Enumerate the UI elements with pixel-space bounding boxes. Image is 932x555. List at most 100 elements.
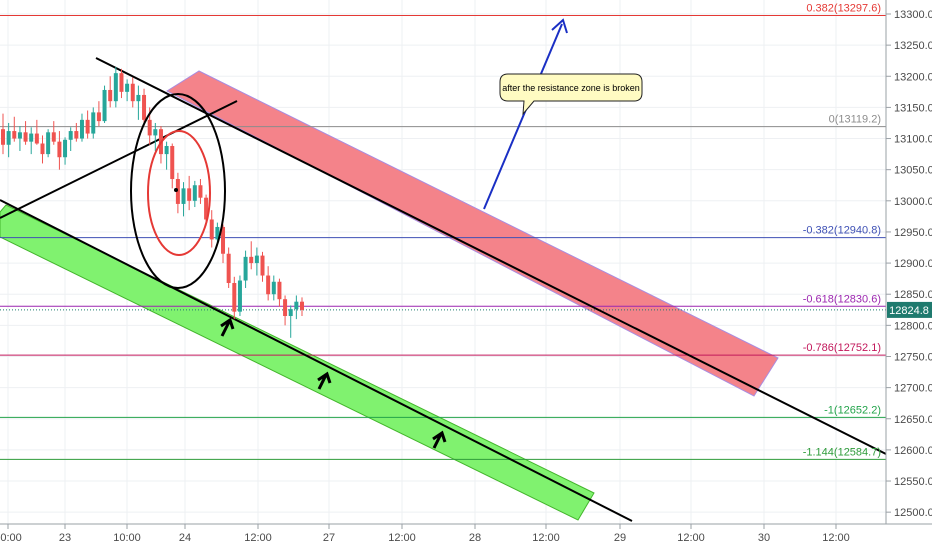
candle[interactable] (187, 175, 192, 211)
fib-levels (0, 14, 886, 460)
candle[interactable] (142, 88, 147, 127)
fib-labels: 0.382(13297.6) 0(13119.2) -0.382(12940.8) -… (803, 2, 881, 458)
candle[interactable] (215, 222, 220, 245)
resistance-zone[interactable] (165, 70, 779, 397)
breakout-arrow-line[interactable] (483, 23, 563, 210)
annotation-callout[interactable]: after the resistance zone is broken (499, 73, 643, 116)
arrow-icon (432, 430, 447, 449)
candle-body (254, 255, 259, 264)
candle[interactable] (237, 275, 242, 317)
candle[interactable] (243, 250, 248, 288)
candle-body (187, 188, 192, 201)
candle[interactable] (68, 127, 73, 151)
candle[interactable] (277, 278, 282, 307)
red-ellipse[interactable] (147, 130, 211, 256)
candle[interactable] (209, 210, 214, 248)
candle[interactable] (300, 297, 304, 317)
candle-body (68, 131, 73, 140)
candle[interactable] (102, 85, 107, 123)
candle[interactable] (198, 179, 203, 204)
candle[interactable] (294, 295, 299, 320)
candle[interactable] (40, 135, 45, 164)
candle[interactable] (91, 107, 96, 139)
candle[interactable] (23, 121, 28, 145)
candle[interactable] (181, 182, 186, 217)
candle[interactable] (153, 122, 158, 151)
candle-body (300, 301, 304, 310)
candle[interactable] (283, 295, 288, 326)
candle[interactable] (57, 131, 62, 170)
candle[interactable] (192, 180, 197, 208)
candle[interactable] (175, 172, 180, 214)
candles (1, 66, 304, 338)
price-tick-label: 12500.0 (894, 507, 932, 519)
candle[interactable] (74, 122, 79, 142)
candle[interactable] (63, 137, 68, 165)
candle[interactable] (130, 77, 135, 108)
candle[interactable] (85, 110, 90, 139)
candle[interactable] (221, 224, 226, 264)
candle[interactable] (164, 141, 169, 170)
candle[interactable] (119, 68, 124, 99)
candle[interactable] (271, 275, 276, 301)
candle[interactable] (51, 121, 56, 145)
candle-body (1, 129, 5, 145)
candle[interactable] (79, 113, 84, 142)
candle[interactable] (254, 247, 259, 276)
price-tick-label: 12700.0 (894, 383, 932, 395)
candle[interactable] (288, 305, 293, 338)
candle-body (29, 133, 34, 142)
candle-body (102, 89, 107, 122)
time-tick-label: 27 (323, 532, 335, 544)
fib-level-label: -0.382(12940.8) (803, 225, 881, 237)
candle-body (283, 299, 288, 317)
fib-level-label: -0.786(12752.1) (803, 342, 881, 354)
candle-body (119, 73, 124, 92)
candle-body (221, 226, 226, 254)
upper-trendline[interactable] (95, 57, 889, 456)
candle-body (181, 188, 186, 204)
price-tick-label: 13100.0 (894, 134, 932, 146)
candle[interactable] (46, 129, 51, 158)
candle[interactable] (226, 247, 231, 288)
candle-body (209, 219, 214, 240)
candle-body (271, 281, 276, 295)
candle-body (23, 132, 28, 142)
candle-body (142, 94, 147, 120)
candle-body (17, 132, 22, 139)
candle[interactable] (34, 119, 39, 145)
annotation-text: after the resistance zone is broken (502, 83, 640, 93)
candle[interactable] (266, 266, 271, 301)
candle[interactable] (96, 101, 101, 127)
candle[interactable] (113, 66, 118, 108)
candle[interactable] (108, 76, 113, 108)
price-tick-label: 13300.0 (894, 9, 932, 21)
candle[interactable] (12, 116, 17, 142)
candle-body (6, 131, 11, 145)
candle[interactable] (232, 276, 237, 320)
candle-body (63, 139, 68, 158)
rising-trendline[interactable] (0, 100, 238, 219)
time-tick-label: 12:00 (532, 532, 560, 544)
time-axis[interactable] (0, 524, 932, 550)
candle[interactable] (6, 122, 11, 158)
candle[interactable] (170, 143, 175, 189)
candle[interactable] (136, 85, 141, 120)
candle[interactable] (1, 113, 5, 155)
last-price-value: 12824.8 (889, 305, 929, 317)
time-tick-label: 10:00 (113, 532, 141, 544)
lower-trendline[interactable] (0, 199, 633, 522)
candle[interactable] (125, 79, 130, 102)
price-axis[interactable] (886, 0, 932, 550)
black-ellipse[interactable] (130, 93, 226, 289)
candle[interactable] (260, 251, 265, 282)
candle[interactable] (249, 241, 254, 270)
fib-level-label: -0.618(12830.6) (803, 293, 881, 305)
candle[interactable] (29, 127, 34, 155)
candle-body (215, 226, 220, 240)
candle[interactable] (17, 126, 22, 151)
center-dot (174, 188, 178, 192)
time-tick-label: 12:00 (388, 532, 416, 544)
